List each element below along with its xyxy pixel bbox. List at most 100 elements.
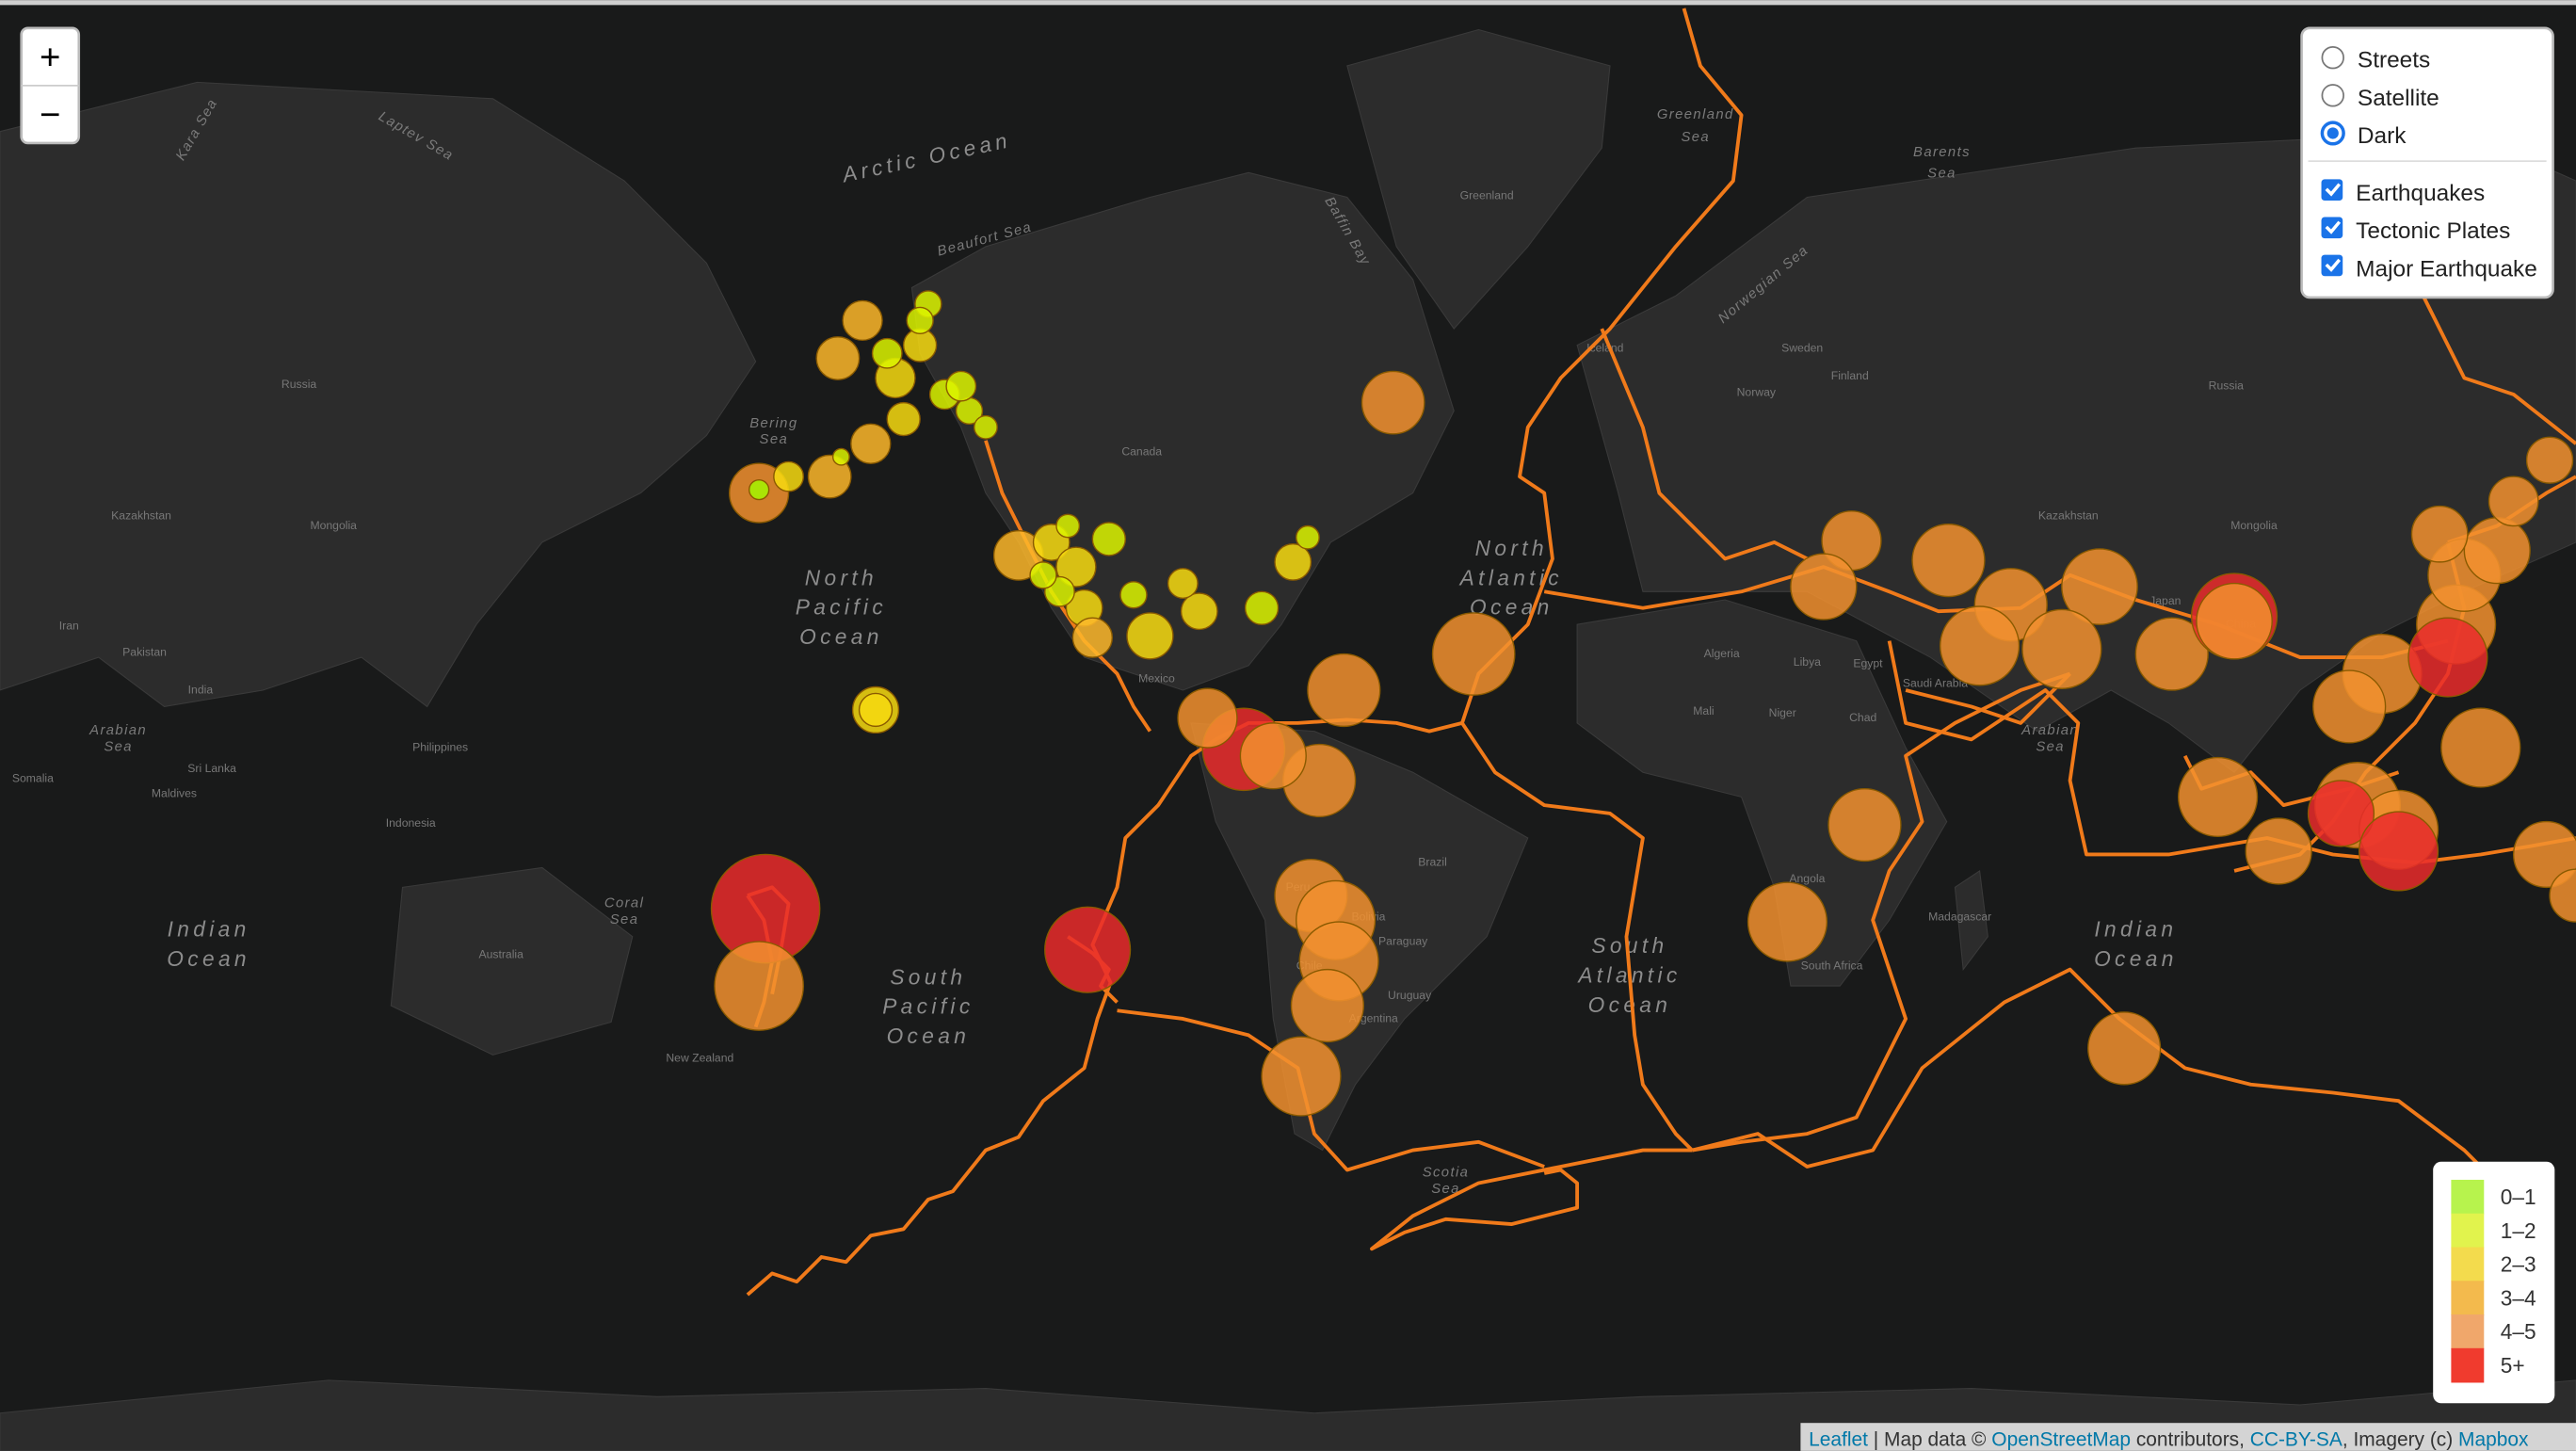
earthquake-marker[interactable] [815,336,861,380]
earthquake-marker[interactable] [945,370,977,402]
earthquake-marker[interactable] [1177,687,1238,749]
overlay-label[interactable]: Tectonic Plates [2356,218,2510,244]
earthquake-marker[interactable] [1055,513,1081,539]
earthquake-marker[interactable] [773,460,804,492]
checkbox[interactable] [2321,254,2343,277]
country-label: Philippines [412,741,468,754]
earthquake-marker[interactable] [842,299,883,342]
earthquake-marker[interactable] [1055,546,1097,588]
zoom-out-button[interactable]: − [40,94,60,135]
checkbox[interactable] [2321,179,2343,202]
earthquake-marker[interactable] [2307,780,2375,847]
earthquake-marker[interactable] [1071,617,1113,658]
earthquake-marker[interactable] [1307,653,1381,728]
attribution-link[interactable]: OpenStreetMap [1991,1429,2131,1451]
ocean-label: Indian [168,917,250,942]
earthquake-marker[interactable] [807,454,852,499]
earthquake-marker[interactable] [2549,868,2576,923]
earthquake-marker[interactable] [2463,517,2531,585]
country-label: Japan [2149,594,2181,607]
earthquake-marker[interactable] [1239,722,1307,790]
earthquake-marker[interactable] [1261,1036,1342,1117]
legend-label: 4–5 [2501,1319,2536,1344]
earthquake-marker[interactable] [748,478,770,501]
earthquake-marker[interactable] [1911,524,1986,598]
overlay-label[interactable]: Earthquakes [2356,181,2485,206]
earthquake-marker[interactable] [1180,592,1218,631]
earthquake-marker[interactable] [1790,553,1858,621]
ocean-label: Ocean [2094,946,2178,971]
plate-boundary [1887,640,2576,865]
earthquake-marker[interactable] [850,423,892,464]
earthquake-marker[interactable] [906,306,934,335]
earthquake-marker[interactable] [2061,548,2138,625]
earthquake-marker[interactable] [2525,436,2574,484]
country-label: Brazil [1418,856,1447,869]
earthquake-marker[interactable] [2134,617,2209,691]
earthquake-marker[interactable] [2407,617,2488,698]
earthquake-marker[interactable] [2513,820,2576,889]
attribution-link[interactable]: Leaflet [1809,1429,1868,1451]
earthquake-marker[interactable] [2021,608,2102,689]
earthquake-marker[interactable] [2312,669,2387,744]
earthquake-marker[interactable] [1747,881,1828,962]
sea-label: Sea [104,740,133,755]
earthquake-marker[interactable] [974,414,998,440]
ocean-label: Ocean [799,624,883,649]
country-label: Sri Lanka [187,762,236,775]
country-label: Uruguay [1388,989,1432,1002]
zoom-in-button[interactable]: + [40,37,60,77]
ocean-label: North [1475,536,1548,560]
radio-button[interactable] [2321,45,2344,70]
earthquake-marker[interactable] [1119,581,1148,609]
earthquake-marker[interactable] [2178,756,2259,837]
plate-boundary [2422,295,2576,445]
earthquake-marker[interactable] [714,941,804,1031]
base-layer-label[interactable]: Streets [2358,48,2430,73]
sea-label: Bering [749,416,797,431]
checkbox[interactable] [2321,217,2343,239]
sea-label: Sea [1681,130,1710,145]
earthquake-marker[interactable] [1126,612,1174,660]
checkmark [2325,183,2342,197]
earthquake-marker[interactable] [1296,524,1320,550]
earthquake-marker[interactable] [1091,522,1126,556]
attribution-link[interactable]: CC-BY-SA [2250,1429,2343,1451]
ocean-label: South [1591,933,1667,958]
earthquake-marker[interactable] [858,692,894,728]
base-layer-label[interactable]: Satellite [2358,86,2439,111]
country-label: Egypt [1853,657,1883,670]
earthquake-marker[interactable] [1167,568,1199,599]
earthquake-marker[interactable] [2245,817,2312,885]
earthquake-marker[interactable] [1274,542,1312,581]
earthquake-marker[interactable] [2196,582,2273,660]
earthquake-marker[interactable] [1360,370,1425,435]
earthquake-marker[interactable] [1940,605,2021,686]
earthquake-marker[interactable] [1290,968,1364,1043]
earthquake-marker[interactable] [2087,1011,2162,1086]
attribution-box [1800,1423,2576,1451]
earthquake-marker[interactable] [2410,505,2469,563]
earthquake-marker[interactable] [1044,906,1132,993]
earthquake-marker[interactable] [2440,707,2521,788]
legend-label: 1–2 [2501,1218,2536,1243]
earthquake-marker[interactable] [2487,476,2539,527]
earthquake-marker[interactable] [1029,561,1057,589]
overlay-label[interactable]: Major Earthquake [2356,256,2537,282]
earthquake-marker[interactable] [2358,811,2439,892]
base-layer-label[interactable]: Dark [2358,123,2407,149]
earthquake-marker[interactable] [831,447,850,466]
radio-button[interactable] [2321,84,2344,107]
legend-label: 3–4 [2501,1285,2536,1310]
checkmark [2325,220,2342,234]
earthquake-marker[interactable] [1431,612,1516,696]
attribution-link[interactable]: Mapbox [2458,1429,2529,1451]
earthquake-marker[interactable] [871,337,903,369]
country-label: Greenland [1460,188,1514,202]
ocean-label: Indian [2094,917,2177,942]
earthquake-marker[interactable] [1827,787,1902,863]
sea-label: Coral [604,895,644,911]
earthquake-marker[interactable] [1244,590,1280,625]
earthquake-marker[interactable] [886,401,921,437]
